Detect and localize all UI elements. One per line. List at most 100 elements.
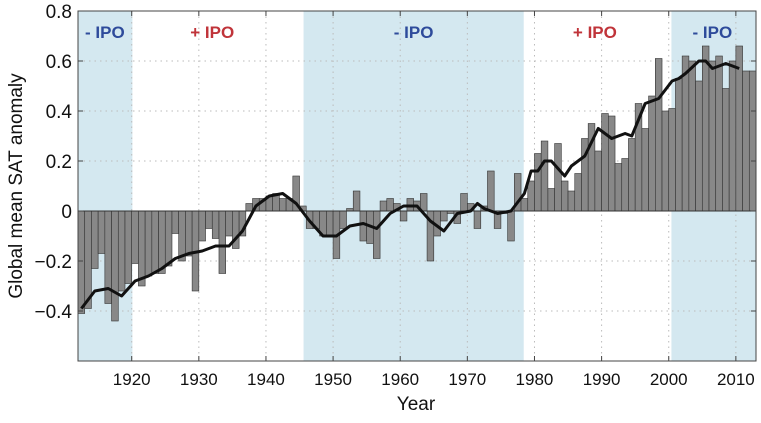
y-tick-label: 0.6 — [46, 52, 72, 73]
bar-2004 — [695, 80, 703, 212]
bar-1951 — [339, 210, 347, 229]
bar-1913 — [84, 210, 92, 309]
x-tick-label: 1980 — [516, 370, 554, 389]
bar-1922 — [144, 210, 153, 277]
bar-1999 — [661, 110, 670, 212]
x-tick-label: 1990 — [583, 370, 621, 389]
bar-1928 — [185, 210, 193, 257]
bar-1953 — [352, 190, 361, 212]
bar-1973 — [487, 170, 495, 212]
bar-1921 — [138, 210, 146, 287]
shaded-period — [303, 11, 524, 361]
smoothed-line — [80, 59, 740, 310]
x-tick-label: 2000 — [650, 370, 688, 389]
bar-1954 — [359, 210, 367, 242]
anomaly-bars — [77, 45, 757, 322]
bar-1986 — [574, 173, 582, 212]
ipo-label: - IPO — [394, 23, 434, 42]
bar-1971 — [473, 210, 482, 229]
bar-2001 — [675, 78, 683, 212]
bar-1925 — [164, 210, 173, 267]
bar-1957 — [379, 200, 388, 212]
ipo-annotations: - IPO + IPO - IPO + IPO - IPO — [85, 23, 732, 42]
y-tick-label: 0 — [61, 202, 72, 223]
bar-1931 — [205, 210, 213, 229]
bar-1917 — [111, 210, 119, 322]
bar-1996 — [641, 128, 649, 212]
y-tick-label: −0.2 — [34, 252, 72, 273]
bar-1934 — [225, 210, 233, 237]
bar-1998 — [655, 58, 663, 212]
y-tick-label: −0.4 — [34, 302, 72, 323]
bar-1933 — [218, 210, 226, 274]
y-tick-label: 0.2 — [46, 152, 72, 173]
ipo-label: + IPO — [573, 23, 617, 42]
bar-2006 — [708, 60, 717, 212]
bar-1924 — [158, 210, 166, 274]
bar-1919 — [124, 210, 133, 284]
bar-1969 — [460, 193, 468, 212]
bar-1926 — [171, 210, 179, 234]
bar-2012 — [748, 70, 757, 212]
x-tick-label: 1950 — [314, 370, 352, 389]
bar-1993 — [621, 158, 629, 212]
ipo-label: + IPO — [190, 23, 234, 42]
bar-2008 — [722, 88, 730, 212]
bar-1966 — [440, 210, 448, 222]
bar-1937 — [245, 203, 253, 212]
bar-2005 — [701, 45, 710, 212]
bar-1930 — [198, 210, 206, 242]
bar-1958 — [386, 198, 394, 212]
x-axis-label: Year — [397, 394, 436, 415]
bar-1994 — [628, 138, 636, 212]
bar-1979 — [527, 180, 535, 212]
x-tick-label: 2010 — [717, 370, 755, 389]
bar-2011 — [742, 70, 750, 212]
bar-2002 — [681, 55, 690, 212]
bar-1920 — [131, 210, 139, 264]
bar-1960 — [399, 210, 408, 222]
plot-frame — [77, 10, 757, 362]
bar-1978 — [520, 198, 529, 212]
bar-1923 — [151, 210, 159, 274]
bar-1918 — [117, 210, 126, 292]
y-tick-label: 0.4 — [46, 102, 73, 123]
bar-1982 — [547, 188, 555, 212]
bar-1992 — [614, 163, 623, 212]
bar-1976 — [507, 210, 515, 242]
x-tick-label: 1970 — [448, 370, 486, 389]
x-tick-label: 1960 — [381, 370, 419, 389]
x-tick-label: 1940 — [247, 370, 285, 389]
x-tick-label: 1920 — [113, 370, 151, 389]
y-axis-label: Global mean SAT anomaly — [6, 73, 27, 299]
bar-1981 — [540, 140, 549, 212]
bar-1956 — [373, 210, 381, 259]
bar-1912 — [77, 210, 86, 314]
bar-1984 — [561, 180, 569, 212]
ipo-label: - IPO — [85, 23, 125, 42]
bar-2007 — [715, 55, 723, 212]
bar-1991 — [608, 115, 616, 212]
bar-1989 — [594, 150, 602, 212]
bar-1915 — [97, 210, 106, 254]
bar-1990 — [601, 113, 609, 212]
y-tick-label: 0.8 — [46, 2, 72, 23]
x-tick-label: 1930 — [180, 370, 218, 389]
axis-ticks: 1920 1930 1940 1950 1960 1970 1980 1990 2000 2010… — [34, 2, 756, 389]
bar-2009 — [728, 60, 737, 212]
bar-2010 — [735, 45, 743, 212]
bar-1983 — [554, 143, 562, 212]
bar-1927 — [178, 210, 186, 262]
bar-1980 — [534, 153, 542, 212]
bar-1914 — [91, 210, 99, 269]
bar-1985 — [567, 190, 576, 212]
bar-1932 — [211, 210, 220, 239]
grid-lines — [78, 10, 756, 361]
bar-1942 — [279, 198, 287, 212]
bar-1949 — [326, 210, 334, 237]
bar-2003 — [688, 60, 696, 212]
bar-2000 — [668, 108, 676, 212]
ipo-label: - IPO — [693, 23, 733, 42]
bar-1997 — [648, 95, 656, 212]
